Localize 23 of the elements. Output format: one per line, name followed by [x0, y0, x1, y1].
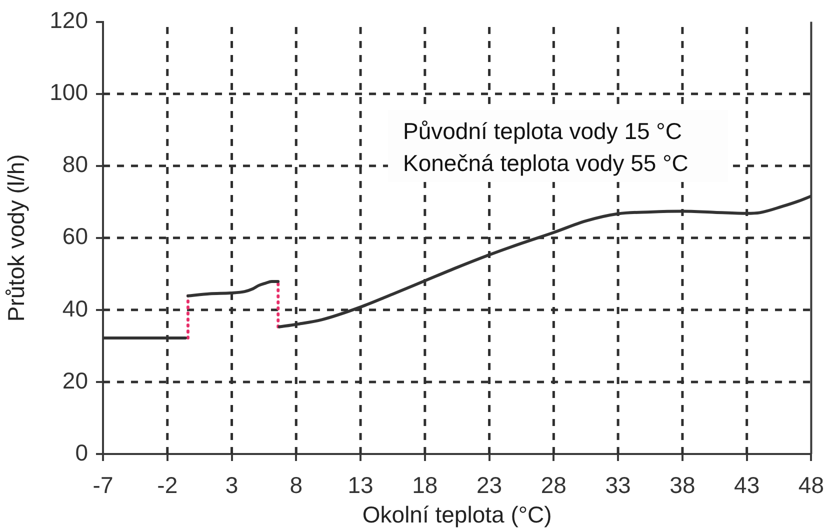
y-tick-label: 0 [75, 439, 88, 466]
y-tick-label: 100 [50, 79, 88, 106]
x-tick-label: 8 [290, 472, 303, 498]
y-tick-label: 40 [62, 295, 88, 322]
annotation: Konečná teplota vody 55 °C [403, 149, 690, 178]
y-tick-label: 120 [50, 7, 88, 34]
y-axis-title: Průtok vody (l/h) [3, 154, 30, 322]
x-tick-label: 33 [605, 472, 631, 498]
x-tick-label: 28 [540, 472, 566, 498]
x-tick-label: 43 [734, 472, 760, 498]
x-tick-label: -7 [92, 472, 114, 498]
x-tick-label: 38 [670, 472, 696, 498]
y-tick-label: 80 [62, 151, 88, 178]
y-tick-label: 20 [62, 367, 88, 394]
x-tick-label: 48 [798, 472, 824, 498]
x-tick-label: 23 [476, 472, 502, 498]
x-axis-title: Okolní teplota (°C) [362, 502, 552, 528]
x-tick-label: -2 [157, 472, 178, 498]
x-tick-label: 13 [348, 472, 374, 498]
y-tick-label: 60 [62, 223, 88, 250]
x-tick-label: 18 [412, 472, 438, 498]
annotation: Původní teplota vody 15 °C [403, 117, 683, 146]
x-tick-label: 3 [225, 472, 238, 498]
